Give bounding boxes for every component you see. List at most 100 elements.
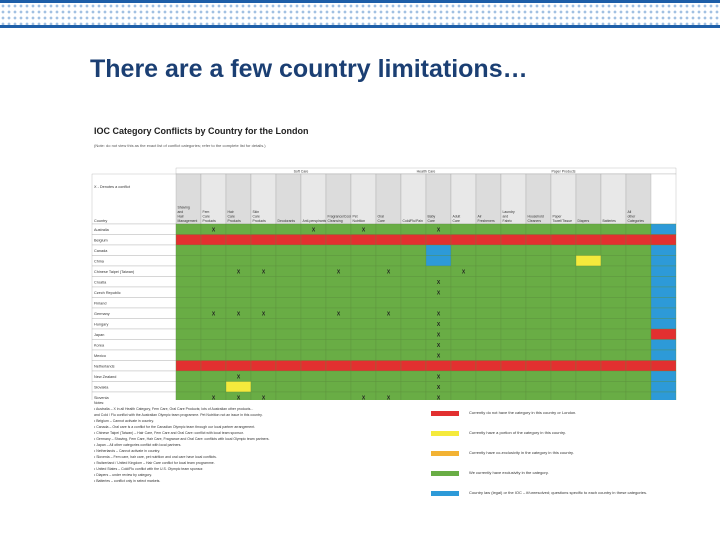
grid-cell	[575, 339, 602, 351]
grid-cell	[525, 234, 552, 246]
banner-top-stripe	[0, 0, 720, 3]
note-line: and Cold / Flu conflict with the Austral…	[94, 413, 263, 417]
grid-cell	[200, 265, 227, 277]
grid-cell	[275, 234, 302, 246]
grid-cell	[500, 297, 527, 309]
legend-item: Currently do not have the category in th…	[421, 410, 681, 424]
grid-cell	[450, 381, 477, 393]
grid-cell	[300, 391, 327, 400]
grid-cell	[525, 265, 552, 277]
grid-cell	[250, 297, 277, 309]
grid-cell	[550, 307, 577, 319]
grid-cell	[625, 360, 652, 372]
grid-cell	[300, 328, 327, 340]
grid-cell	[200, 234, 227, 246]
grid-cell	[175, 318, 202, 330]
grid-cell	[500, 370, 527, 382]
column-header-cell	[375, 173, 402, 225]
grid-cell	[475, 286, 502, 298]
column-header-cell	[250, 173, 277, 225]
column-header-label: Hair	[228, 210, 235, 214]
grid-cell	[400, 307, 427, 319]
grid-cell	[625, 370, 652, 382]
grid-cell	[500, 244, 527, 256]
column-header-cell	[225, 173, 252, 225]
grid-cell	[300, 255, 327, 267]
grid-cell	[225, 381, 252, 393]
grid-cell	[500, 318, 527, 330]
grid-cell	[450, 276, 477, 288]
grid-cell	[450, 297, 477, 309]
conflict-mark: X	[437, 291, 441, 297]
grid-cell	[300, 297, 327, 309]
grid-cell	[625, 265, 652, 277]
grid-cell	[350, 339, 377, 351]
grid-cell	[500, 223, 527, 235]
grid-cell	[625, 234, 652, 246]
grid-cell	[400, 276, 427, 288]
grid-cell	[175, 297, 202, 309]
notes-section: Notes: • Australia – X in all Health Cate…	[94, 400, 416, 484]
country-label: Canada	[94, 249, 108, 253]
grid-cell	[500, 391, 527, 400]
grid-cell	[200, 381, 227, 393]
column-header-cell	[500, 173, 527, 225]
grid-cell	[550, 244, 577, 256]
conflict-mark: X	[312, 228, 316, 234]
grid-cell	[250, 276, 277, 288]
column-header-label: All	[628, 210, 632, 214]
grid-cell	[375, 328, 402, 340]
grid-cell	[250, 286, 277, 298]
grid-cell	[600, 318, 627, 330]
grid-cell	[275, 307, 302, 319]
grid-cell	[200, 276, 227, 288]
conflict-mark: X	[237, 375, 241, 381]
grid-cell	[175, 276, 202, 288]
document-title: IOC Category Conflicts by Country for th…	[94, 126, 309, 136]
grid-cell	[300, 318, 327, 330]
grid-cell	[325, 276, 352, 288]
grid-cell	[350, 381, 377, 393]
grid-cell	[600, 391, 627, 400]
grid-cell	[550, 328, 577, 340]
grid-cell	[525, 244, 552, 256]
grid-cell	[450, 286, 477, 298]
grid-cell	[275, 265, 302, 277]
grid-cell	[600, 276, 627, 288]
note-line: Notes:	[94, 401, 105, 405]
legend-text: Currently have a portion of the category…	[469, 430, 566, 435]
grid-cell	[550, 318, 577, 330]
legend-text: Currently do not have the category in th…	[469, 410, 577, 415]
grid-cell	[325, 223, 352, 235]
note-line: • Canada – Oral care is a conflict for t…	[94, 425, 256, 429]
grid-cell	[500, 328, 527, 340]
grid-cell	[300, 370, 327, 382]
grid-cell	[475, 276, 502, 288]
country-label: Germany	[94, 312, 110, 316]
column-header-cell	[425, 173, 452, 225]
grid-cell	[200, 318, 227, 330]
grid-cell	[625, 307, 652, 319]
grid-cell	[600, 265, 627, 277]
document-subtitle: (Note: do not view this as the exact lis…	[94, 143, 266, 148]
grid-cell	[575, 297, 602, 309]
column-header-label: Nutrition	[353, 219, 366, 223]
grid-cell	[275, 370, 302, 382]
column-header-label: Products	[203, 219, 217, 223]
grid-cell	[225, 234, 252, 246]
grid-cell	[575, 276, 602, 288]
grid-cell	[225, 255, 252, 267]
conflict-mark: X	[437, 333, 441, 339]
grid-cell	[575, 349, 602, 361]
grid-cell	[500, 307, 527, 319]
grid-cell	[525, 370, 552, 382]
grid-cell	[250, 244, 277, 256]
grid-cell	[175, 286, 202, 298]
grid-cell	[550, 339, 577, 351]
grid-cell	[450, 328, 477, 340]
grid-cell	[275, 297, 302, 309]
conflict-mark: X	[262, 396, 266, 401]
grid-cell	[275, 318, 302, 330]
grid-cell	[650, 318, 677, 330]
grid-cell	[575, 370, 602, 382]
